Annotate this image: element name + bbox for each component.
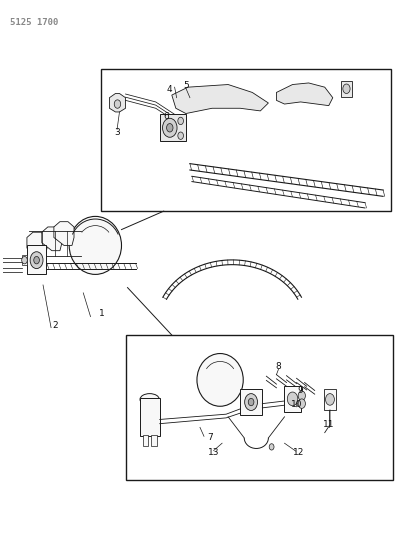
Bar: [284, 386, 301, 411]
Circle shape: [298, 399, 306, 408]
Circle shape: [248, 398, 254, 406]
Circle shape: [178, 117, 184, 125]
Circle shape: [343, 84, 350, 93]
Bar: [160, 114, 186, 141]
Text: 11: 11: [323, 420, 335, 429]
Text: 9: 9: [298, 386, 304, 395]
Text: 3: 3: [115, 127, 120, 136]
Circle shape: [287, 392, 298, 406]
Text: 8: 8: [275, 362, 282, 371]
Bar: [126, 335, 393, 480]
Ellipse shape: [140, 393, 160, 405]
Bar: [27, 245, 46, 274]
Polygon shape: [109, 93, 126, 112]
Circle shape: [326, 393, 335, 405]
Text: 12: 12: [293, 448, 304, 457]
Bar: [22, 255, 27, 265]
Polygon shape: [277, 83, 333, 106]
Circle shape: [22, 256, 27, 264]
Circle shape: [34, 256, 40, 264]
Bar: [324, 389, 336, 410]
Circle shape: [269, 443, 274, 450]
Polygon shape: [54, 222, 74, 245]
Text: 6: 6: [163, 112, 169, 120]
Circle shape: [162, 118, 177, 138]
Polygon shape: [172, 85, 268, 114]
Bar: [151, 435, 157, 446]
Text: 5125 1700: 5125 1700: [10, 18, 58, 27]
Circle shape: [178, 132, 184, 140]
Circle shape: [114, 100, 121, 108]
Text: 4: 4: [167, 85, 173, 94]
Bar: [341, 81, 352, 96]
Polygon shape: [42, 227, 62, 251]
Bar: [140, 398, 160, 437]
Text: 2: 2: [52, 321, 58, 330]
Text: 7: 7: [207, 433, 213, 442]
Ellipse shape: [69, 216, 122, 274]
Circle shape: [30, 252, 43, 269]
Bar: [240, 389, 262, 415]
Text: 5: 5: [183, 81, 189, 90]
Circle shape: [298, 391, 306, 400]
Text: 13: 13: [208, 448, 220, 457]
Circle shape: [245, 393, 257, 410]
Circle shape: [166, 124, 173, 132]
Ellipse shape: [197, 353, 243, 406]
Polygon shape: [27, 232, 47, 256]
Bar: [101, 69, 391, 211]
Text: 10: 10: [291, 400, 302, 409]
Text: 1: 1: [98, 310, 104, 319]
Bar: [143, 435, 149, 446]
